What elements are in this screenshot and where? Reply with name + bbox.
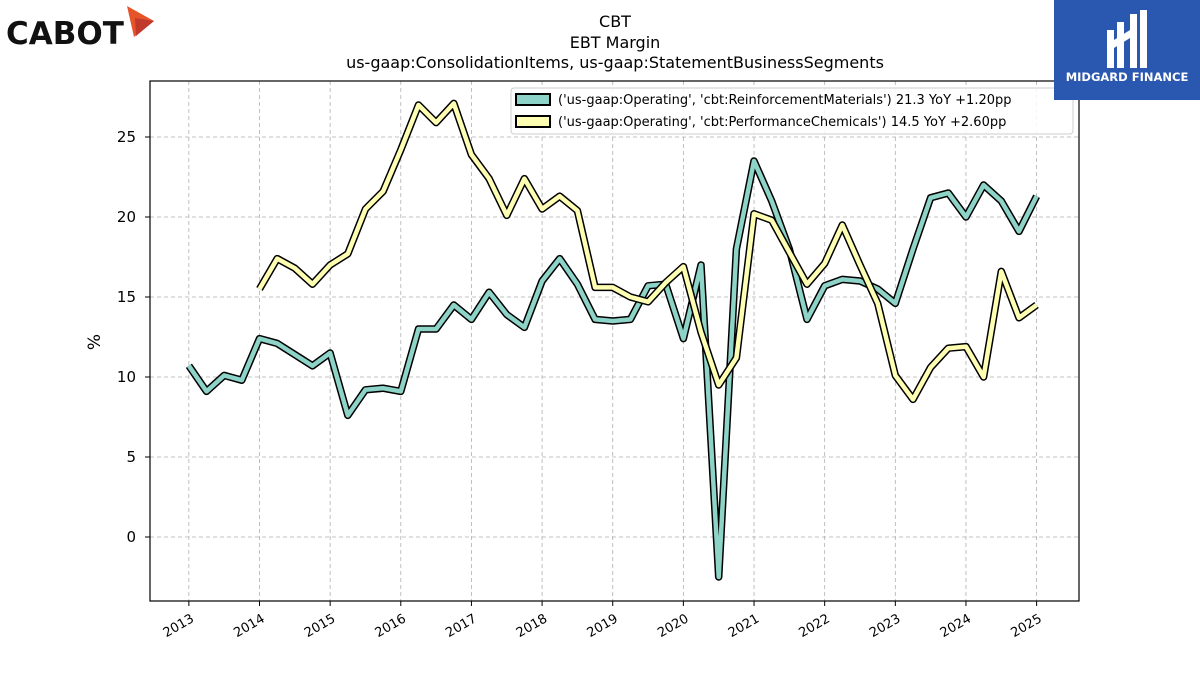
grid [150, 81, 1079, 601]
chart-title: CBT EBT Margin us-gaap:ConsolidationItem… [346, 12, 884, 72]
cabot-flame-icon-accent [135, 18, 154, 36]
x-tick-label: 2018 [514, 611, 550, 641]
x-tick-label: 2021 [726, 611, 762, 641]
x-tick-label: 2017 [443, 611, 479, 641]
y-axis-label: % [85, 334, 105, 350]
y-tick-label: 20 [117, 208, 136, 226]
cabot-logo: CABOT [6, 4, 166, 54]
y-tick-label: 25 [117, 128, 136, 146]
series-1-line [187, 158, 1039, 580]
x-tick-label: 2019 [585, 611, 621, 641]
x-tick-label: 2015 [302, 611, 338, 641]
x-tick-label: 2014 [231, 611, 267, 641]
y-tick-label: 10 [117, 368, 136, 386]
x-tick-label: 2022 [797, 611, 833, 641]
series-lines [185, 99, 1040, 581]
series-2-outline [256, 99, 1039, 404]
y-tick-label: 15 [117, 288, 136, 306]
legend-entry-1: ('us-gaap:Operating', 'cbt:Reinforcement… [515, 93, 1012, 108]
legend-label-2: ('us-gaap:Operating', 'cbt:PerformanceCh… [558, 115, 1006, 130]
plot-frame [149, 80, 1080, 602]
x-tick-label: 2020 [655, 611, 691, 641]
series-2-line [257, 101, 1038, 402]
x-tick-label: 2024 [938, 611, 974, 641]
y-axis: 0 5 10 15 20 25 [117, 128, 150, 546]
y-tick-label: 5 [126, 448, 136, 466]
x-axis: 2013 2014 2015 2016 2017 2018 2019 2020 2021 2022… [161, 601, 1045, 641]
legend-swatch-1 [515, 93, 551, 106]
legend-label-1: ('us-gaap:Operating', 'cbt:Reinforcement… [558, 93, 1012, 108]
legend-box [510, 87, 1074, 135]
chart-title-line-1: CBT [599, 12, 631, 31]
midgard-logo-text: MIDGARD FINANCE [1066, 70, 1189, 84]
legend-swatch-2 [515, 115, 551, 128]
x-tick-label: 2023 [867, 611, 903, 641]
midgard-finance-logo: MIDGARD FINANCE [1054, 0, 1200, 100]
cabot-logo-text: CABOT [6, 16, 124, 52]
legend: ('us-gaap:Operating', 'cbt:Reinforcement… [510, 87, 1074, 135]
x-tick-label: 2013 [161, 611, 197, 641]
x-tick-label: 2016 [373, 611, 409, 641]
legend-entry-2: ('us-gaap:Operating', 'cbt:PerformanceCh… [515, 115, 1006, 130]
chart-title-line-2: EBT Margin [570, 33, 661, 52]
x-tick-label: 2025 [1008, 611, 1044, 641]
midgard-emblem-icon [1107, 10, 1147, 68]
y-tick-label: 0 [126, 528, 136, 546]
chart-title-line-3: us-gaap:ConsolidationItems, us-gaap:Stat… [346, 53, 884, 72]
